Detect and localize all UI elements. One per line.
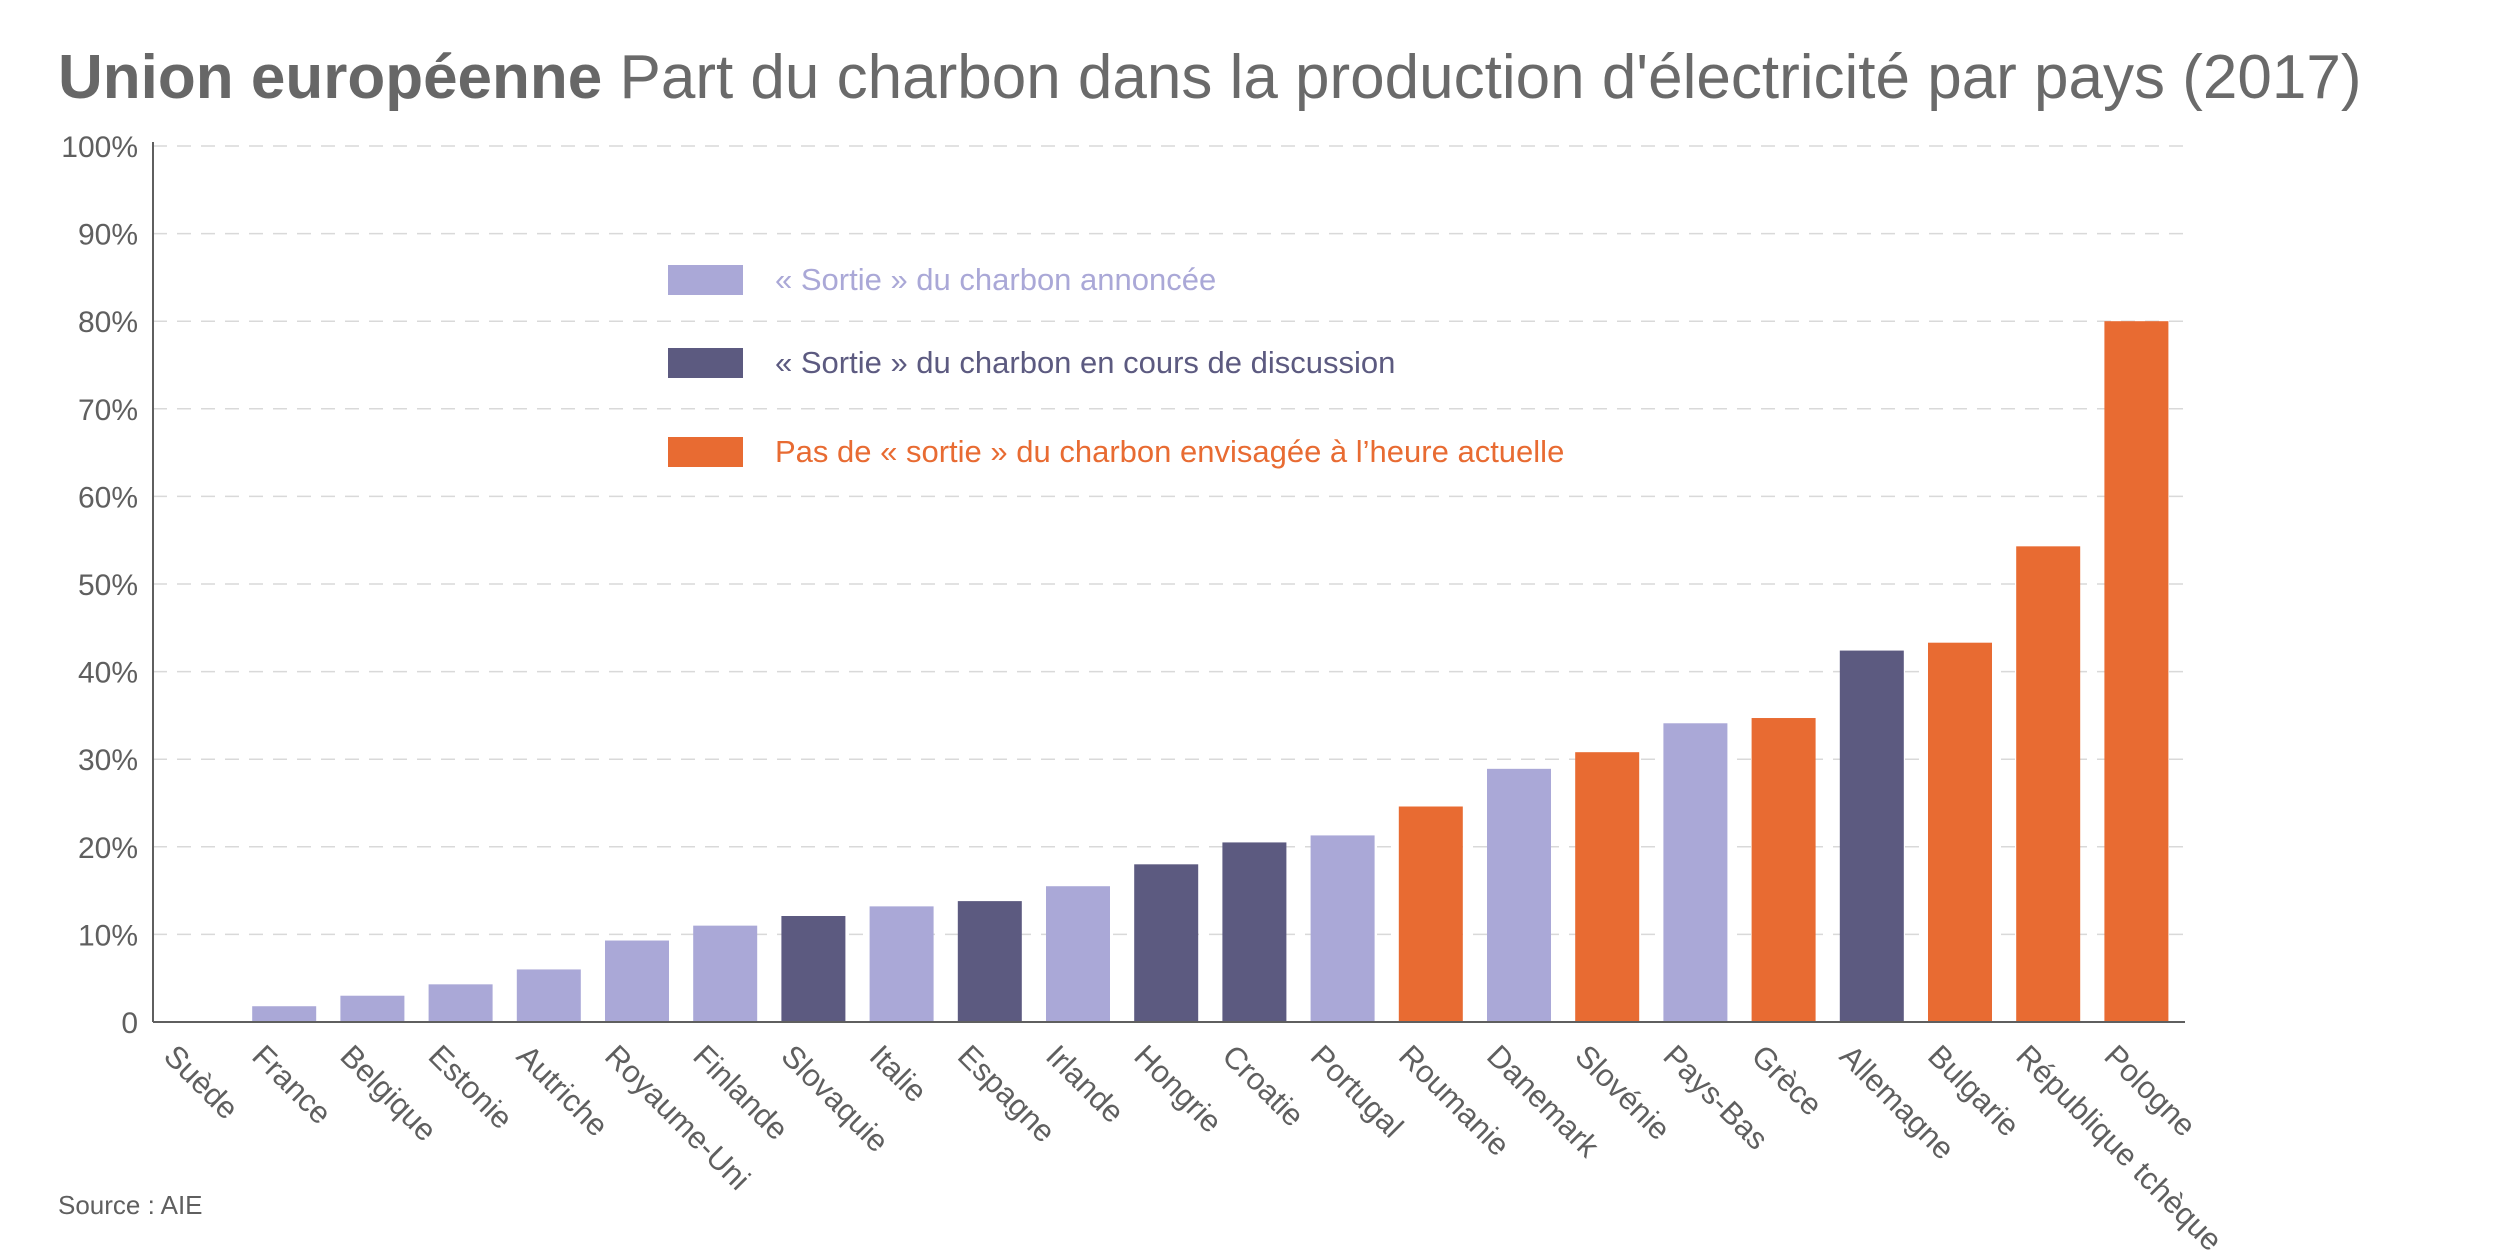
legend-swatch-discussion bbox=[668, 348, 743, 378]
chart-title: Union européenne Part du charbon dans la… bbox=[58, 38, 2361, 118]
y-tick-label: 70% bbox=[78, 394, 138, 427]
bar-espagne bbox=[957, 901, 1022, 1022]
chart-title-bold: Union européenne bbox=[58, 43, 603, 112]
bar-italie bbox=[869, 906, 934, 1022]
bar-hongrie bbox=[1134, 864, 1199, 1022]
legend-label-discussion: « Sortie » du charbon en cours de discus… bbox=[775, 345, 1396, 380]
y-tick-label: 100% bbox=[61, 131, 138, 164]
x-tick-label: Croatie bbox=[1216, 1038, 1311, 1133]
bar-pologne bbox=[2104, 321, 2169, 1022]
y-tick-label: 30% bbox=[78, 744, 138, 777]
bar-gr-ce bbox=[1751, 718, 1816, 1022]
x-tick-label: Italie bbox=[863, 1038, 934, 1109]
legend-item-none: Pas de « sortie » du charbon envisagée à… bbox=[668, 434, 1565, 469]
bar-portugal bbox=[1310, 835, 1375, 1022]
bar-slov-nie bbox=[1575, 752, 1640, 1022]
bar-allemagne bbox=[1839, 650, 1904, 1022]
bar-irlande bbox=[1046, 886, 1110, 1022]
legend-label-announced: « Sortie » du charbon annoncée bbox=[775, 262, 1217, 297]
bar-r-publique-tch-que bbox=[2016, 546, 2081, 1022]
x-tick-label: France bbox=[245, 1038, 338, 1131]
bar-bulgarie bbox=[1928, 642, 1992, 1022]
y-tick-label: 40% bbox=[78, 657, 138, 690]
y-tick-label: 0 bbox=[121, 1007, 138, 1040]
y-tick-label: 10% bbox=[78, 919, 138, 952]
x-tick-label: Autriche bbox=[510, 1038, 615, 1143]
x-tick-label: Hongrie bbox=[1127, 1038, 1229, 1140]
bar-danemark bbox=[1487, 768, 1551, 1022]
bar-roumanie bbox=[1398, 806, 1463, 1022]
bar-belgique bbox=[340, 995, 405, 1022]
bar-france bbox=[252, 1006, 317, 1022]
y-tick-label: 90% bbox=[78, 219, 138, 252]
x-tick-label: Portugal bbox=[1304, 1038, 1410, 1144]
bars bbox=[252, 321, 2169, 1022]
x-tick-label: Grèce bbox=[1745, 1038, 1829, 1122]
legend-swatch-none bbox=[668, 437, 743, 467]
y-tick-label: 20% bbox=[78, 832, 138, 865]
bar-slovaquie bbox=[781, 916, 846, 1022]
y-tick-label: 80% bbox=[78, 306, 138, 339]
legend-label-none: Pas de « sortie » du charbon envisagée à… bbox=[775, 434, 1565, 469]
y-tick-label: 50% bbox=[78, 569, 138, 602]
chart-title-rest: Part du charbon dans la production d'éle… bbox=[619, 43, 2362, 112]
legend-item-announced: « Sortie » du charbon annoncée bbox=[668, 262, 1217, 297]
bar-estonie bbox=[428, 984, 493, 1022]
x-tick-label: Suède bbox=[157, 1038, 245, 1126]
bar-croatie bbox=[1222, 842, 1287, 1022]
bar-finlande bbox=[693, 925, 758, 1022]
bar-royaume-uni bbox=[605, 940, 669, 1022]
source-note: Source : AIE bbox=[58, 1190, 203, 1220]
x-tick-label: Belgique bbox=[334, 1038, 444, 1148]
x-tick-labels: Suède FranceBelgiqueEstonieAutricheRoyaum… bbox=[157, 1038, 2229, 1250]
legend-swatch-announced bbox=[668, 265, 743, 295]
legend-item-discussion: « Sortie » du charbon en cours de discus… bbox=[668, 345, 1396, 380]
bar-pays-bas bbox=[1663, 723, 1728, 1022]
y-tick-label: 60% bbox=[78, 481, 138, 514]
bar-autriche bbox=[516, 969, 581, 1022]
x-tick-label: Espagne bbox=[951, 1038, 1062, 1149]
y-tick-labels: 0 10% 20% 30% 40% 50% 60% 70% 80% 90% 100% bbox=[61, 131, 138, 1040]
axes bbox=[152, 142, 2185, 1023]
